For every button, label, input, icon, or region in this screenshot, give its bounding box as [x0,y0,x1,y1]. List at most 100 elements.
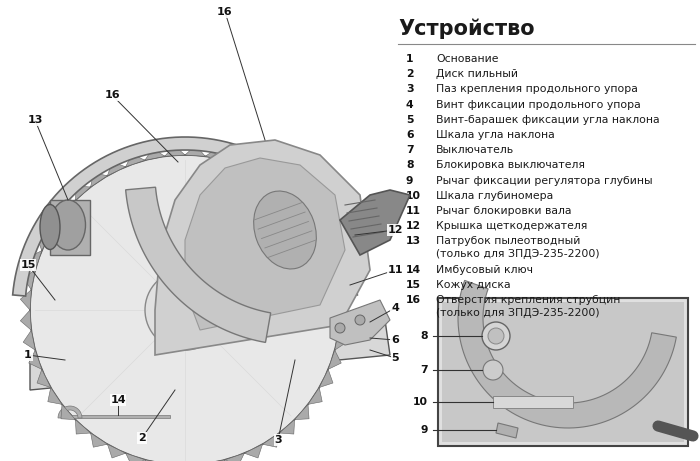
Circle shape [165,290,205,330]
Polygon shape [295,201,309,216]
Polygon shape [145,148,164,160]
Polygon shape [328,350,341,369]
Polygon shape [335,270,346,290]
Polygon shape [308,216,322,232]
Text: 5: 5 [406,115,414,125]
Polygon shape [164,145,185,156]
Polygon shape [319,369,333,388]
Text: 5: 5 [391,353,399,363]
Text: Диск пильный: Диск пильный [436,69,518,79]
Text: 11: 11 [406,206,421,216]
Polygon shape [13,137,357,296]
Circle shape [30,155,340,461]
Text: 4: 4 [406,100,414,110]
Polygon shape [29,251,42,270]
Text: 15: 15 [20,260,36,270]
Polygon shape [340,190,410,255]
Text: Паз крепления продольного упора: Паз крепления продольного упора [436,84,638,95]
Text: 13: 13 [27,115,43,125]
Text: 8: 8 [421,331,428,341]
Polygon shape [61,404,76,420]
Text: 1: 1 [24,350,32,360]
Polygon shape [76,186,90,201]
Bar [50,200,90,255]
Polygon shape [205,460,225,461]
Polygon shape [37,369,51,388]
Polygon shape [48,388,62,404]
Polygon shape [90,433,108,447]
Bar [442,302,684,442]
Text: Кожух диска: Кожух диска [436,280,510,290]
Text: Винт-барашек фиксации угла наклона: Винт-барашек фиксации угла наклона [436,115,659,125]
Polygon shape [30,320,390,390]
Text: 10: 10 [406,191,421,201]
Text: 7: 7 [421,365,428,375]
Polygon shape [328,251,341,270]
Polygon shape [23,330,35,350]
Polygon shape [262,433,279,447]
Polygon shape [20,310,32,330]
Text: Рычаг блокировки вала: Рычаг блокировки вала [436,206,571,216]
Polygon shape [108,162,126,176]
Circle shape [175,300,195,320]
Polygon shape [339,290,349,310]
Circle shape [488,328,504,344]
Text: 9: 9 [421,425,428,435]
Circle shape [355,315,365,325]
Text: Винт фиксации продольного упора: Винт фиксации продольного упора [436,100,640,110]
Text: Устройство: Устройство [398,18,535,39]
Circle shape [335,323,345,333]
Circle shape [483,360,503,380]
Text: 16: 16 [104,90,120,100]
Text: Рычаг фиксации регулятора глубины: Рычаг фиксации регулятора глубины [436,176,652,186]
Text: 16: 16 [406,296,421,305]
Polygon shape [90,173,108,187]
Text: 13: 13 [406,236,421,246]
Polygon shape [126,154,145,167]
Polygon shape [295,404,309,420]
Ellipse shape [50,200,85,250]
Text: Отверстия крепления струбцин
(только для ЗПДЭ-235-2200): Отверстия крепления струбцин (только для… [436,296,620,318]
Polygon shape [145,460,164,461]
Polygon shape [262,173,279,187]
Text: 1: 1 [406,54,414,64]
Text: 8: 8 [406,160,414,171]
Ellipse shape [253,191,316,269]
Polygon shape [108,444,126,458]
Text: 14: 14 [110,395,126,405]
Polygon shape [496,423,518,438]
Bar [493,396,573,408]
Polygon shape [319,232,333,251]
Text: Основание: Основание [436,54,498,64]
Polygon shape [244,162,262,176]
Circle shape [145,270,225,350]
Text: Выключатель: Выключатель [436,145,514,155]
Text: 4: 4 [391,303,399,313]
Polygon shape [339,310,349,330]
Polygon shape [58,406,82,418]
Text: 6: 6 [406,130,414,140]
Polygon shape [29,350,42,369]
Polygon shape [205,148,225,160]
Polygon shape [308,388,322,404]
Text: 15: 15 [406,280,421,290]
Polygon shape [185,158,345,330]
Polygon shape [37,232,51,251]
Polygon shape [185,145,205,156]
Text: Блокировка выключателя: Блокировка выключателя [436,160,585,171]
Polygon shape [48,216,62,232]
Polygon shape [70,415,170,418]
Text: Патрубок пылеотводный
(только для ЗПДЭ-235-2200): Патрубок пылеотводный (только для ЗПДЭ-2… [436,236,600,259]
Polygon shape [76,420,90,434]
Text: 3: 3 [406,84,414,95]
Text: 14: 14 [406,265,421,275]
Bar [438,298,688,446]
Polygon shape [330,300,390,345]
Text: Шкала глубиномера: Шкала глубиномера [436,191,553,201]
Polygon shape [23,270,35,290]
Text: Крышка щеткодержателя: Крышка щеткодержателя [436,221,587,231]
Text: Шкала угла наклона: Шкала угла наклона [436,130,554,140]
Polygon shape [335,330,346,350]
Polygon shape [155,140,370,355]
Text: 6: 6 [391,335,399,345]
